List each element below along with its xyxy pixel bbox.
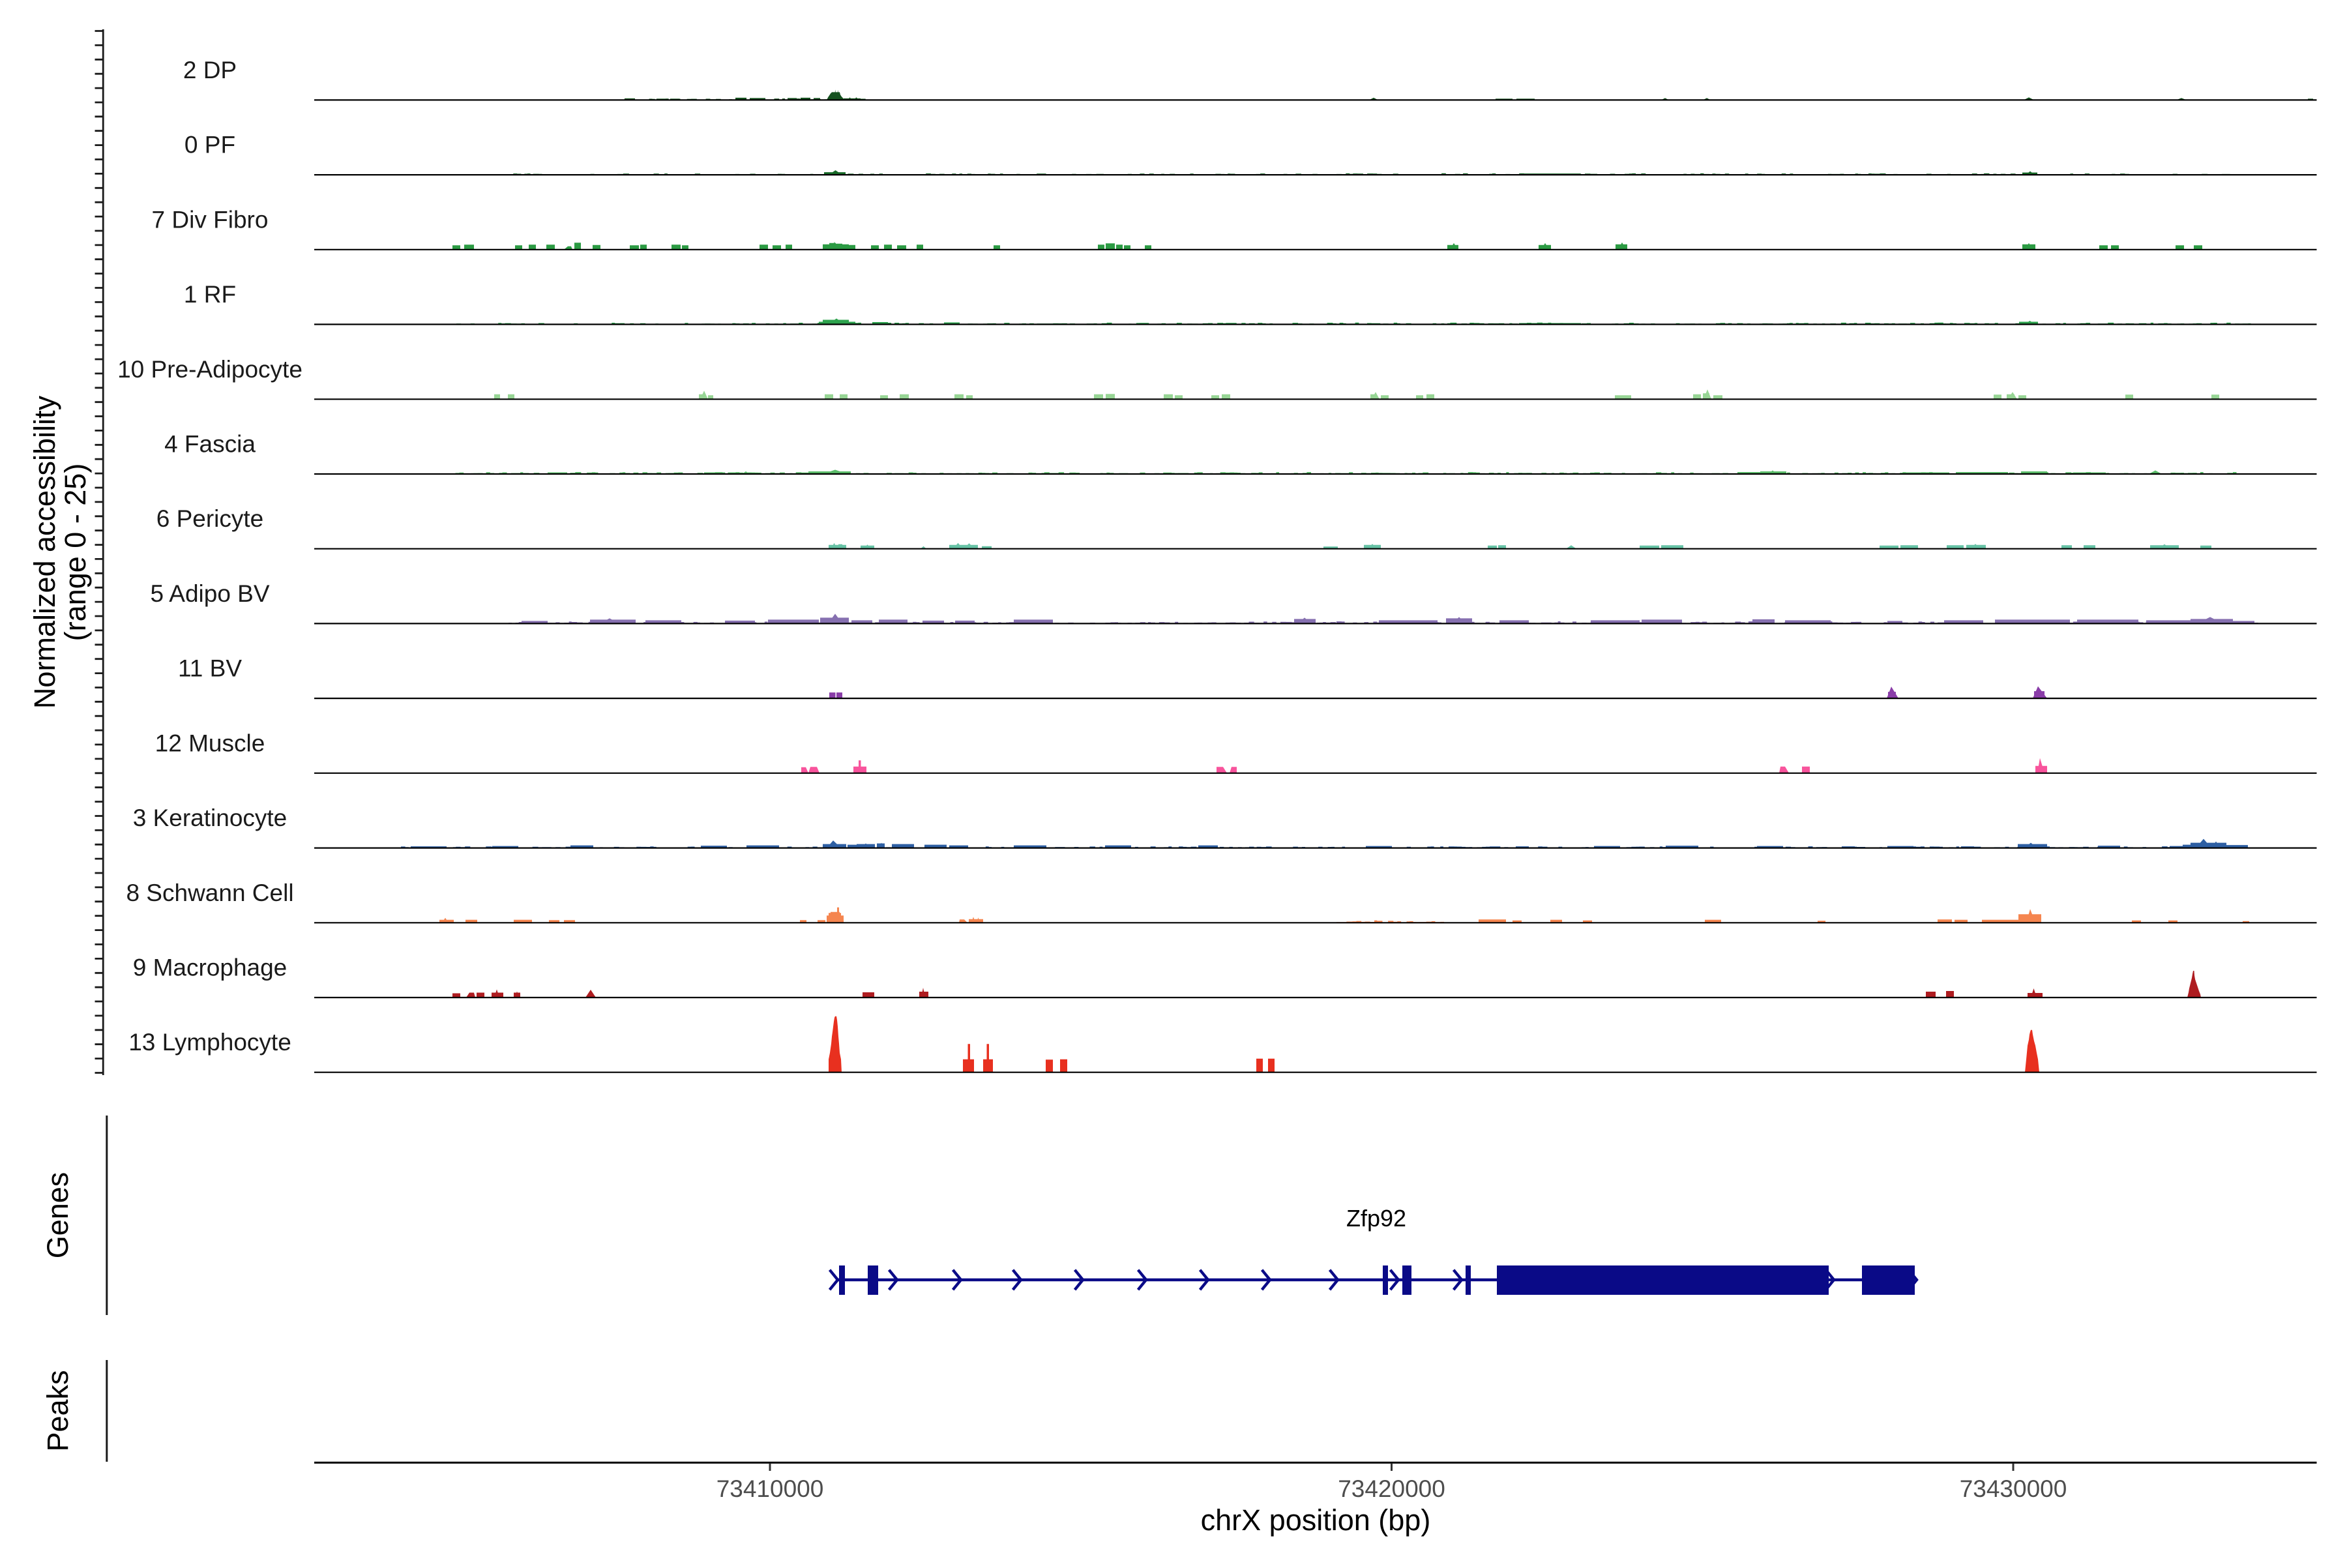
svg-text:73410000: 73410000: [716, 1475, 824, 1502]
svg-text:(range 0 - 25): (range 0 - 25): [59, 464, 92, 642]
svg-text:4 Fascia: 4 Fascia: [164, 431, 256, 458]
svg-text:11 BV: 11 BV: [178, 655, 242, 682]
svg-text:1 RF: 1 RF: [184, 281, 236, 308]
svg-text:3 Keratinocyte: 3 Keratinocyte: [133, 805, 288, 831]
svg-text:6 Pericyte: 6 Pericyte: [156, 505, 264, 532]
svg-text:12 Muscle: 12 Muscle: [155, 730, 265, 756]
svg-text:73430000: 73430000: [1960, 1475, 2067, 1502]
svg-text:0 PF: 0 PF: [185, 132, 235, 158]
svg-text:9 Macrophage: 9 Macrophage: [133, 954, 288, 981]
svg-text:10 Pre-Adipocyte: 10 Pre-Adipocyte: [117, 356, 303, 383]
svg-text:7 Div Fibro: 7 Div Fibro: [152, 206, 269, 233]
svg-text:2 DP: 2 DP: [183, 57, 237, 83]
svg-text:73420000: 73420000: [1338, 1475, 1445, 1502]
svg-text:5 Adipo BV: 5 Adipo BV: [150, 580, 269, 607]
svg-text:13 Lymphocyte: 13 Lymphocyte: [128, 1029, 291, 1056]
svg-text:chrX position (bp): chrX position (bp): [1201, 1503, 1431, 1537]
svg-text:8 Schwann Cell: 8 Schwann Cell: [126, 880, 293, 906]
svg-text:Peaks: Peaks: [41, 1370, 74, 1451]
svg-text:Normalized accessibility: Normalized accessibility: [28, 395, 61, 709]
svg-text:Zfp92: Zfp92: [1346, 1205, 1406, 1232]
svg-text:Genes: Genes: [41, 1172, 74, 1259]
